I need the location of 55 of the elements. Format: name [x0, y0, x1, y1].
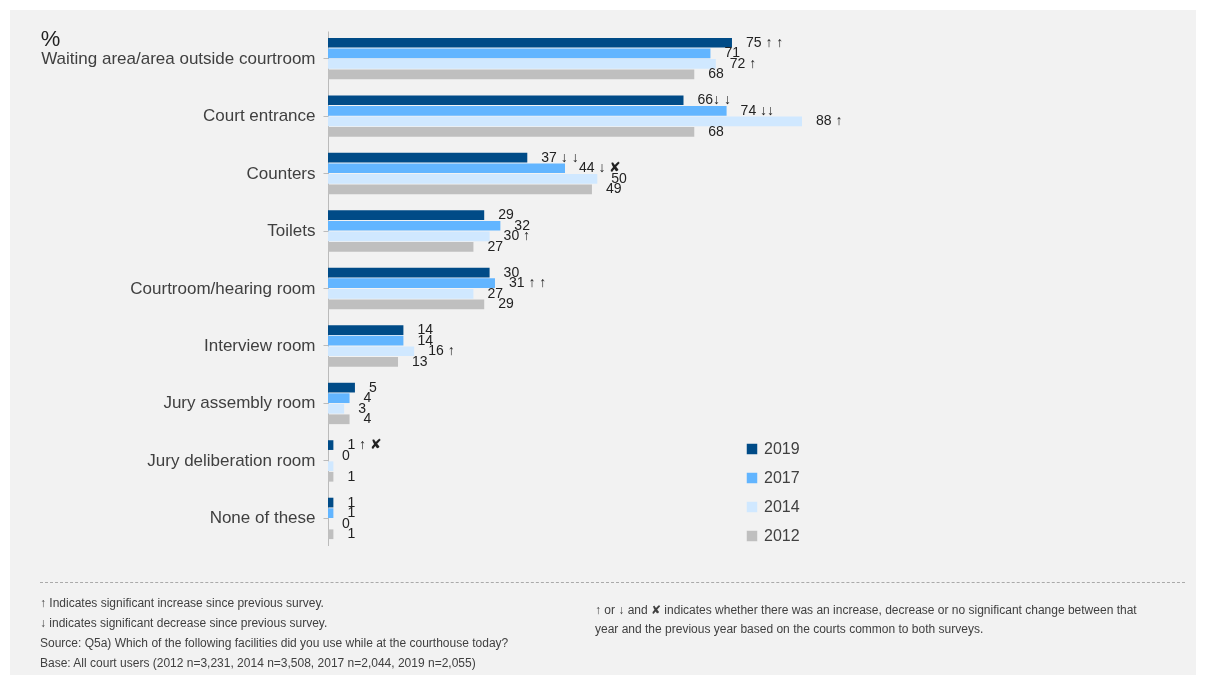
- bar: [328, 393, 350, 404]
- bar: [328, 231, 490, 242]
- y-tick-label: Interview room: [204, 335, 316, 355]
- bar: [328, 152, 528, 163]
- bar: [328, 173, 598, 184]
- legend-label: 2014: [764, 498, 800, 515]
- legend-label: 2017: [764, 469, 800, 486]
- y-tick-label: Counters: [246, 163, 316, 183]
- data-label: 68: [708, 65, 725, 82]
- data-label: 27: [487, 237, 504, 254]
- bar: [328, 325, 404, 335]
- bar: [328, 382, 355, 393]
- y-tick-label: Court entrance: [203, 106, 316, 126]
- data-label: 66↓ ↓: [697, 91, 731, 108]
- bar: [328, 335, 404, 346]
- y-tick-label: Toilets: [267, 221, 316, 241]
- y-tick-label: Courtroom/hearing room: [130, 278, 316, 298]
- data-label: 13: [412, 352, 428, 369]
- data-label: 68: [708, 122, 725, 139]
- bar: [328, 220, 501, 231]
- text: ↑ Indicates significant increase since previous survey.: [40, 595, 325, 612]
- bar: [328, 116, 802, 127]
- data-label: 88 ↑: [816, 112, 843, 129]
- legend-label: 2019: [764, 440, 800, 457]
- bar: [328, 346, 415, 357]
- bar: [328, 440, 334, 450]
- bar: [328, 403, 345, 414]
- text: %: [40, 26, 61, 51]
- y-tick-label: Jury deliberation room: [147, 450, 316, 470]
- source-note: Source: Q5a) Which of the following facilities did you use while at the courthouse today?: [40, 635, 510, 652]
- bar: [328, 59, 716, 69]
- bar: [328, 210, 485, 221]
- data-label: 37 ↓ ↓: [541, 148, 579, 165]
- data-label: 75 ↑ ↑: [745, 33, 784, 50]
- y-tick-label: Waiting area/area outside courtroom: [41, 48, 316, 68]
- bar: [328, 267, 490, 278]
- bar: [328, 163, 565, 174]
- text: Base: All court users (2012 n=3,231, 2014 n=3,508, 2017 n=2,044, 2019 n=2,055): [40, 655, 477, 672]
- bar: [328, 105, 727, 116]
- text: ↓ indicates significant decrease since previous survey.: [40, 615, 329, 632]
- y-tick-label: None of these: [209, 508, 316, 528]
- bar: [328, 288, 474, 299]
- legend-label: 2012: [764, 527, 800, 544]
- bar: [328, 95, 684, 106]
- data-label: 29: [498, 206, 514, 223]
- data-label: 74 ↓↓: [740, 101, 775, 118]
- y-tick-label: Jury assembly room: [163, 393, 316, 413]
- data-label: 1: [347, 467, 356, 484]
- bar: [328, 278, 495, 289]
- text: ↑ or ↓ and ✘ indicates whether there was an increase, decrease or no significant change between that year and the previous year based on the courts common to both surveys.: [595, 602, 1138, 638]
- bar: [328, 37, 732, 48]
- bar: [328, 508, 334, 518]
- data-label: 3: [358, 399, 367, 416]
- bar: [328, 48, 711, 59]
- bar: [328, 461, 334, 472]
